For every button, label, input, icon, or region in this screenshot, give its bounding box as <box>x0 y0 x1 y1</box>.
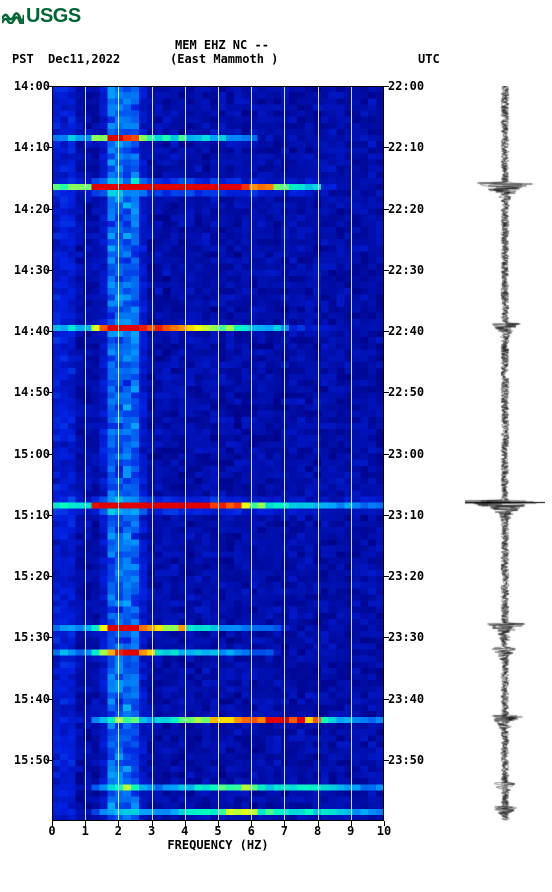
gridline <box>185 86 186 821</box>
x-tick: 8 <box>314 824 321 838</box>
gridline <box>284 86 285 821</box>
y-left-tick: 14:30 <box>0 263 50 277</box>
x-tick: 9 <box>347 824 354 838</box>
y-left-tick: 15:40 <box>0 692 50 706</box>
y-left-tick: 14:50 <box>0 385 50 399</box>
x-tick: 2 <box>115 824 122 838</box>
gridline <box>218 86 219 821</box>
gridline <box>152 86 153 821</box>
y-right-tick: 23:40 <box>388 692 433 706</box>
y-right-tick: 23:00 <box>388 447 433 461</box>
x-tick: 10 <box>377 824 391 838</box>
tz-left: PST <box>12 52 34 66</box>
y-right-tick: 23:30 <box>388 630 433 644</box>
left-axis <box>52 86 53 821</box>
y-right-labels: 22:0022:1022:2022:3022:4022:5023:0023:10… <box>388 86 433 821</box>
station-code: MEM EHZ NC -- <box>175 38 269 52</box>
gridline <box>85 86 86 821</box>
x-tick: 7 <box>281 824 288 838</box>
header-date: Dec11,2022 <box>48 52 120 66</box>
y-left-labels: 14:0014:1014:2014:3014:4014:5015:0015:10… <box>0 86 50 821</box>
tz-right: UTC <box>418 52 440 66</box>
seismogram-canvas <box>465 86 545 821</box>
y-right-tick: 22:00 <box>388 79 433 93</box>
x-tick: 6 <box>248 824 255 838</box>
y-right-tick: 22:30 <box>388 263 433 277</box>
gridline <box>351 86 352 821</box>
x-tick: 0 <box>48 824 55 838</box>
gridline <box>318 86 319 821</box>
y-left-tick: 15:30 <box>0 630 50 644</box>
y-left-tick: 14:20 <box>0 202 50 216</box>
x-tick: 3 <box>148 824 155 838</box>
y-left-tick: 14:40 <box>0 324 50 338</box>
wave-icon <box>2 9 24 24</box>
y-right-tick: 23:50 <box>388 753 433 767</box>
gridline <box>251 86 252 821</box>
y-left-tick: 15:00 <box>0 447 50 461</box>
y-left-tick: 15:20 <box>0 569 50 583</box>
y-right-tick: 23:20 <box>388 569 433 583</box>
y-right-tick: 22:50 <box>388 385 433 399</box>
x-tick: 1 <box>82 824 89 838</box>
y-right-tick: 23:10 <box>388 508 433 522</box>
y-right-tick: 22:10 <box>388 140 433 154</box>
y-left-tick: 14:00 <box>0 79 50 93</box>
y-left-tick: 15:50 <box>0 753 50 767</box>
usgs-logo: USGS <box>2 5 81 28</box>
station-location: (East Mammoth ) <box>170 52 278 66</box>
logo-text: USGS <box>26 5 81 28</box>
y-right-tick: 22:20 <box>388 202 433 216</box>
y-left-tick: 15:10 <box>0 508 50 522</box>
y-left-tick: 14:10 <box>0 140 50 154</box>
gridline <box>118 86 119 821</box>
seismogram-trace <box>465 86 545 821</box>
x-tick: 5 <box>214 824 221 838</box>
y-right-tick: 22:40 <box>388 324 433 338</box>
spectrogram-plot <box>52 86 384 821</box>
x-axis-title: FREQUENCY (HZ) <box>52 838 384 852</box>
x-tick: 4 <box>181 824 188 838</box>
